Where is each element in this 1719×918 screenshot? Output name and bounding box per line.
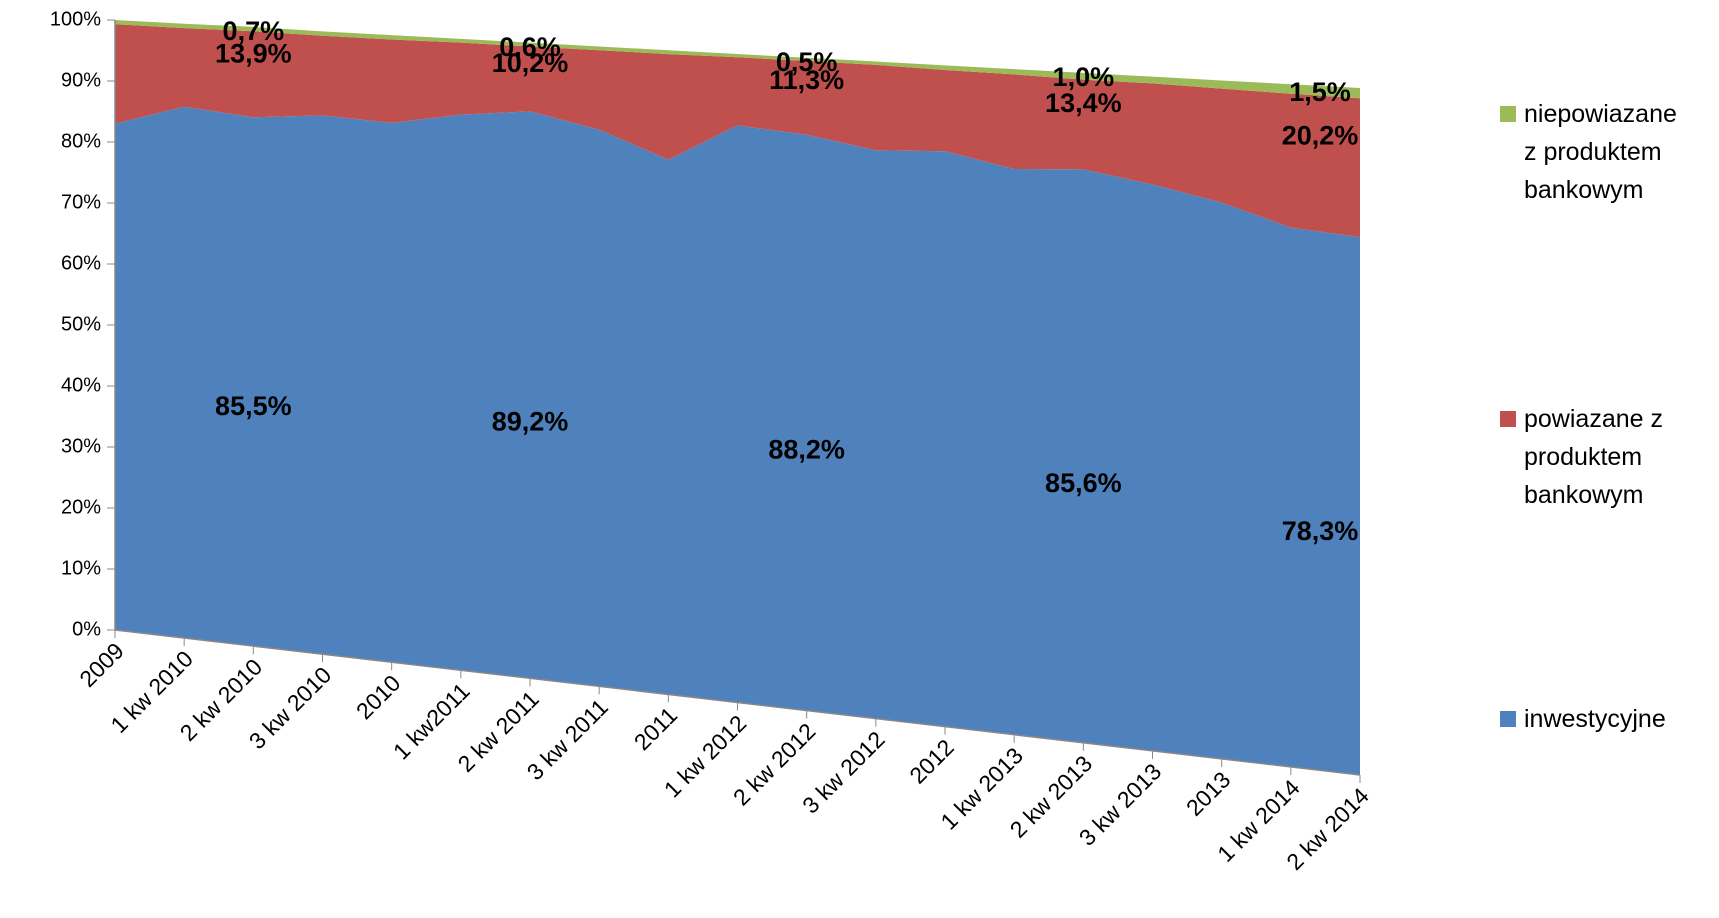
- area-1: [115, 24, 1360, 238]
- data-label: 85,6%: [1045, 468, 1122, 498]
- x-tick-label: 2009: [74, 637, 129, 692]
- data-label: 89,2%: [492, 406, 569, 436]
- y-tick-label: 0%: [72, 618, 101, 640]
- legend-label: inwestycyjne: [1524, 705, 1666, 733]
- data-label: 13,9%: [215, 38, 292, 68]
- data-label: 20,2%: [1282, 120, 1359, 150]
- x-tick-label: 2013: [1181, 766, 1236, 821]
- y-tick-label: 30%: [61, 435, 101, 457]
- legend-swatch: [1500, 106, 1516, 122]
- x-tick-label: 2012: [904, 734, 959, 789]
- legend-label: niepowiazane z produktem bankowym: [1524, 100, 1677, 204]
- y-tick-label: 70%: [61, 191, 101, 213]
- legend-item: inwestycyjne: [1500, 700, 1710, 738]
- x-tick-label: 2010: [351, 670, 406, 725]
- data-label: 85,5%: [215, 391, 292, 421]
- x-tick-label: 2011: [629, 702, 682, 755]
- data-label: 0,5%: [776, 47, 838, 77]
- y-tick-label: 10%: [61, 557, 101, 579]
- area-2: [115, 20, 1360, 99]
- y-tick-label: 100%: [50, 8, 101, 30]
- legend: inwestycyjne powiazane z produktem bankow…: [1500, 0, 1710, 918]
- y-tick-label: 50%: [61, 313, 101, 335]
- legend-swatch: [1500, 711, 1516, 727]
- data-label: 0,7%: [223, 16, 285, 46]
- y-tick-label: 40%: [61, 374, 101, 396]
- y-tick-label: 20%: [61, 496, 101, 518]
- data-label: 0,6%: [499, 32, 561, 62]
- data-label: 11,3%: [769, 65, 844, 95]
- y-tick-label: 60%: [61, 252, 101, 274]
- data-label: 10,2%: [492, 48, 569, 78]
- y-tick-label: 90%: [61, 69, 101, 91]
- legend-swatch: [1500, 411, 1516, 427]
- data-label: 13,4%: [1045, 88, 1122, 118]
- data-label: 1,5%: [1289, 77, 1351, 107]
- data-label: 88,2%: [768, 435, 845, 465]
- legend-item: powiazane z produktem bankowym: [1500, 400, 1710, 514]
- y-tick-label: 80%: [61, 130, 101, 152]
- data-label: 78,3%: [1282, 516, 1359, 546]
- legend-item: niepowiazane z produktem bankowym: [1500, 95, 1710, 209]
- area-0: [115, 106, 1360, 776]
- data-label: 1,0%: [1053, 62, 1115, 92]
- legend-label: powiazane z produktem bankowym: [1524, 405, 1663, 509]
